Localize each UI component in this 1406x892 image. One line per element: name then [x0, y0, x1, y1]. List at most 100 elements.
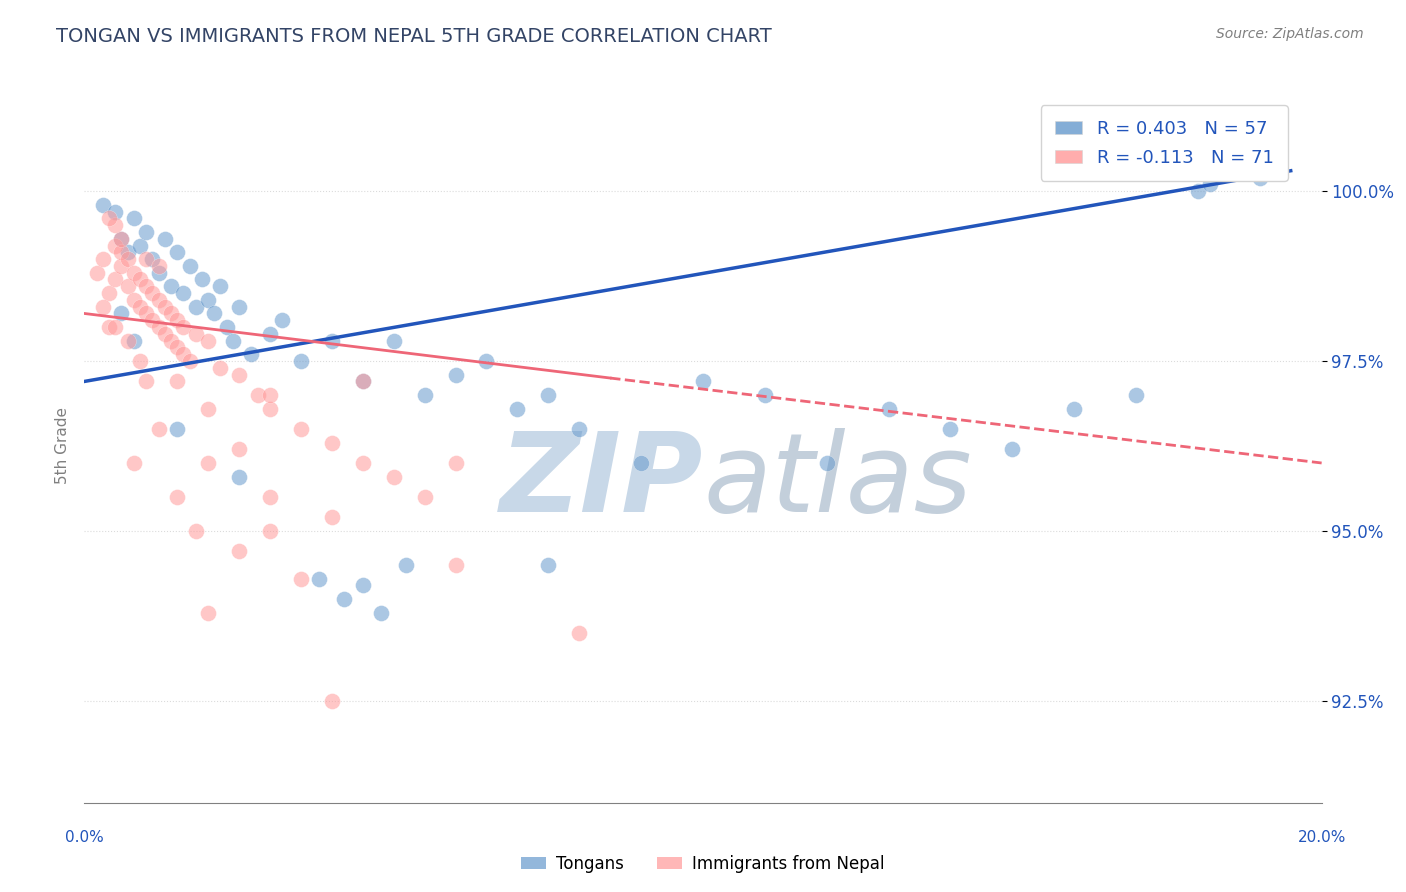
Point [352, 578, 374, 592]
Point [148, 259, 170, 273]
Point [1001, 442, 1024, 457]
Point [444, 558, 467, 572]
Point [153, 232, 176, 246]
Point [160, 334, 183, 348]
Text: ZIP: ZIP [499, 428, 703, 535]
Point [122, 456, 145, 470]
Point [259, 490, 281, 504]
Point [135, 306, 157, 320]
Point [91, 198, 114, 212]
Point [754, 388, 776, 402]
Point [110, 232, 132, 246]
Point [166, 245, 188, 260]
Point [321, 435, 343, 450]
Point [506, 401, 529, 416]
Point [91, 300, 114, 314]
Point [153, 300, 176, 314]
Point [141, 286, 163, 301]
Point [413, 490, 436, 504]
Point [290, 422, 312, 436]
Point [444, 456, 467, 470]
Point [197, 293, 219, 307]
Point [246, 388, 269, 402]
Point [166, 313, 188, 327]
Point [630, 456, 652, 470]
Point [202, 306, 225, 320]
Point [568, 626, 591, 640]
Point [692, 375, 714, 389]
Point [1199, 178, 1222, 192]
Text: atlas: atlas [703, 428, 972, 535]
Point [382, 469, 405, 483]
Point [141, 252, 163, 266]
Point [352, 456, 374, 470]
Point [228, 469, 250, 483]
Point [395, 558, 418, 572]
Point [110, 232, 132, 246]
Point [228, 368, 250, 382]
Point [321, 694, 343, 708]
Point [215, 320, 238, 334]
Point [148, 293, 170, 307]
Point [129, 354, 152, 368]
Point [110, 245, 132, 260]
Point [148, 320, 170, 334]
Point [135, 252, 157, 266]
Point [122, 211, 145, 226]
Point [568, 422, 591, 436]
Point [98, 286, 121, 301]
Point [117, 334, 139, 348]
Point [370, 606, 392, 620]
Point [166, 375, 188, 389]
Point [259, 524, 281, 538]
Y-axis label: 5th Grade: 5th Grade [55, 408, 70, 484]
Point [1125, 388, 1147, 402]
Point [271, 313, 294, 327]
Point [122, 266, 145, 280]
Point [1063, 401, 1085, 416]
Legend: R = 0.403   N = 57, R = -0.113   N = 71: R = 0.403 N = 57, R = -0.113 N = 71 [1040, 105, 1288, 181]
Point [117, 252, 139, 266]
Text: Source: ZipAtlas.com: Source: ZipAtlas.com [1216, 27, 1364, 41]
Point [104, 272, 127, 286]
Point [184, 300, 207, 314]
Point [172, 347, 194, 361]
Point [228, 544, 250, 558]
Point [382, 334, 405, 348]
Point [877, 401, 900, 416]
Point [86, 266, 108, 280]
Point [122, 334, 145, 348]
Point [222, 334, 245, 348]
Point [110, 259, 132, 273]
Point [148, 266, 170, 280]
Point [98, 211, 121, 226]
Text: TONGAN VS IMMIGRANTS FROM NEPAL 5TH GRADE CORRELATION CHART: TONGAN VS IMMIGRANTS FROM NEPAL 5TH GRAD… [56, 27, 772, 45]
Point [333, 591, 356, 606]
Point [413, 388, 436, 402]
Point [209, 279, 232, 293]
Point [290, 354, 312, 368]
Point [129, 300, 152, 314]
Point [104, 218, 127, 232]
Point [135, 279, 157, 293]
Point [135, 225, 157, 239]
Point [321, 510, 343, 524]
Point [321, 334, 343, 348]
Point [117, 279, 139, 293]
Point [110, 306, 132, 320]
Point [141, 313, 163, 327]
Point [191, 272, 214, 286]
Point [537, 388, 560, 402]
Point [122, 293, 145, 307]
Point [537, 558, 560, 572]
Point [166, 341, 188, 355]
Point [197, 334, 219, 348]
Point [240, 347, 263, 361]
Point [259, 401, 281, 416]
Point [166, 490, 188, 504]
Point [352, 375, 374, 389]
Point [104, 320, 127, 334]
Text: 20.0%: 20.0% [1298, 830, 1346, 845]
Point [444, 368, 467, 382]
Point [91, 252, 114, 266]
